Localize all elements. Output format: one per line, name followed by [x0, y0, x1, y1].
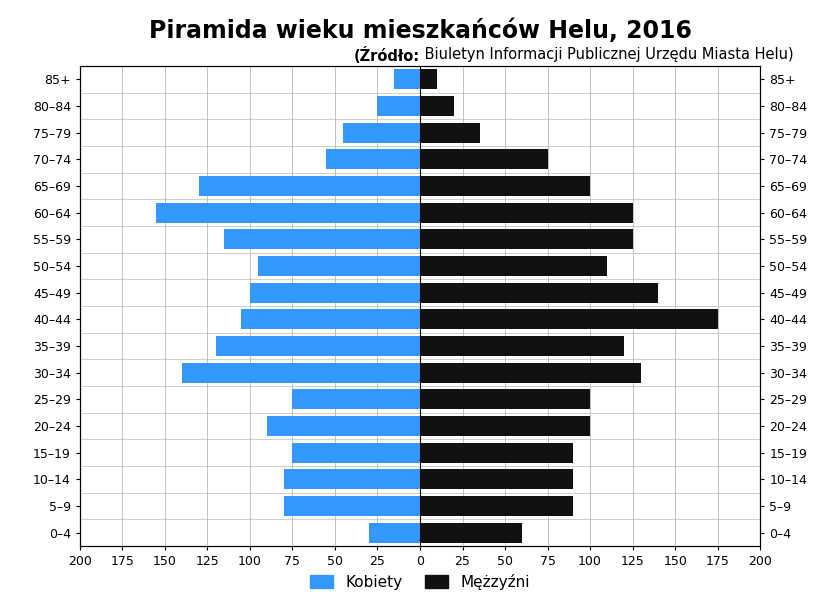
Bar — [369, 523, 420, 542]
Legend: Kobiety, Mężzyźni: Kobiety, Mężzyźni — [304, 568, 536, 596]
Bar — [420, 469, 573, 490]
Bar — [284, 496, 420, 516]
Bar — [420, 122, 480, 143]
Bar — [420, 256, 607, 276]
Bar — [377, 96, 420, 116]
Bar — [420, 229, 633, 250]
Bar — [420, 416, 591, 436]
Bar — [224, 229, 420, 250]
Bar — [420, 523, 522, 542]
Bar — [292, 443, 420, 463]
Bar — [420, 70, 437, 89]
Bar — [420, 203, 633, 223]
Bar — [420, 176, 591, 196]
Text: Piramida wieku mieszkańców Helu, 2016: Piramida wieku mieszkańców Helu, 2016 — [149, 18, 691, 43]
Bar — [344, 122, 420, 143]
Bar — [420, 336, 624, 356]
Bar — [420, 362, 641, 383]
Bar — [420, 496, 573, 516]
Text: Biuletyn Informacji Publicznej Urzędu Miasta Helu): Biuletyn Informacji Publicznej Urzędu Mi… — [420, 47, 794, 62]
Bar — [216, 336, 420, 356]
Bar — [420, 283, 659, 302]
Bar — [420, 96, 454, 116]
Bar — [420, 310, 717, 329]
Bar — [199, 176, 420, 196]
Bar — [420, 149, 548, 169]
Bar — [420, 389, 591, 409]
Text: (Źródło:: (Źródło: — [354, 47, 420, 64]
Bar — [327, 149, 420, 169]
Bar — [259, 256, 420, 276]
Bar — [250, 283, 420, 302]
Bar — [420, 443, 573, 463]
Bar — [284, 469, 420, 490]
Bar — [156, 203, 420, 223]
Bar — [241, 310, 420, 329]
Bar — [267, 416, 420, 436]
Bar — [395, 70, 420, 89]
Bar — [292, 389, 420, 409]
Bar — [182, 362, 420, 383]
